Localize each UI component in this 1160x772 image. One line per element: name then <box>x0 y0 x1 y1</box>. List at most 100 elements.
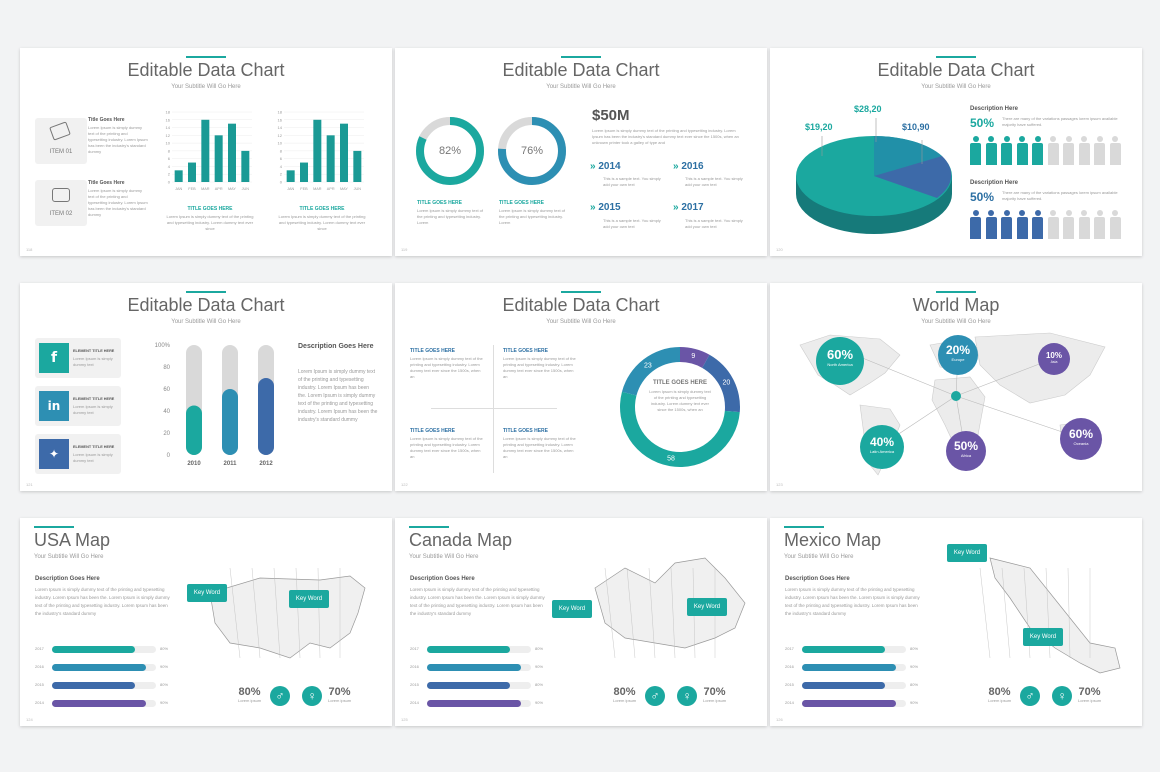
donut-segment-label: 58 <box>667 456 675 463</box>
donut-76 <box>498 117 566 185</box>
bar-year: 2015 <box>410 682 419 687</box>
slide-title: Editable Data Chart <box>502 295 660 315</box>
region-label: Africa <box>960 453 972 458</box>
x-tick-label: APR <box>327 187 335 191</box>
linkedin-icon: in <box>39 391 69 421</box>
donut-segment-label: 9 <box>691 353 695 360</box>
year-2015-text: This is a sample text. You simply add yo… <box>603 218 661 229</box>
slide-donuts[interactable]: Editable Data Chart Your Subtitle Will G… <box>395 48 767 256</box>
bar <box>174 170 183 182</box>
region-latin-america[interactable]: 40% Latin America <box>860 425 904 469</box>
bar <box>300 162 308 182</box>
desc1-text: There are many of the variations passage… <box>1002 116 1118 127</box>
title-accent <box>186 56 226 58</box>
region-value: 40% <box>869 435 895 449</box>
bar-fill <box>52 682 136 689</box>
title-accent <box>34 526 74 528</box>
female-person-icon: ♀ <box>302 686 322 706</box>
y-tick-label: 4 <box>280 164 283 169</box>
x-tick-label: MAY <box>340 187 348 191</box>
slide-quadrant-donut[interactable]: Editable Data Chart Your Subtitle Will G… <box>395 283 767 491</box>
region-label: Latin America <box>869 449 895 454</box>
donut2-text: Lorem Ipsum is simply dummy text of the … <box>499 208 566 225</box>
region-label: Europe <box>951 357 965 362</box>
slide-subtitle: Your Subtitle Will Go Here <box>921 319 991 325</box>
stat1: 80% Lorem ipsum <box>988 686 1011 704</box>
person-icon <box>985 136 997 166</box>
pill-bar-chart: 0 20 40 60 80 100% 2010 2011 2012 <box>155 343 274 467</box>
people-row-2 <box>970 210 1130 240</box>
region-value: 60% <box>826 347 854 362</box>
pie-slice-10 <box>874 156 952 198</box>
y-tick-label: 10 <box>278 141 283 146</box>
slide-canada-map[interactable]: Canada Map Your Subtitle Will Go Here De… <box>395 518 767 726</box>
region-africa[interactable]: 50% Africa <box>946 431 986 471</box>
pie-3d-chart <box>796 118 952 234</box>
social-title: ELEMENT TITLE HERE <box>73 445 115 449</box>
item2-label: ITEM 02 <box>49 211 73 217</box>
female-person-icon: ♀ <box>677 686 697 706</box>
slide-title: Editable Data Chart <box>502 60 660 80</box>
region-oceania[interactable]: 60% Oceania <box>1060 418 1102 460</box>
y-tick-label: 0 <box>168 180 171 185</box>
country-outline <box>989 557 1121 674</box>
male-person-icon: ♂ <box>645 686 665 706</box>
item2-title: Title Goes Here <box>88 180 125 186</box>
x-tick-label: MAY <box>228 187 236 191</box>
key-word-callout[interactable]: Key Word <box>552 600 592 618</box>
bar-year: 2017 <box>410 646 419 651</box>
region-border <box>229 567 241 659</box>
bar-value: 90% <box>160 700 169 705</box>
key-word-callout[interactable]: Key Word <box>187 584 227 602</box>
key-word-callout[interactable]: Key Word <box>687 598 727 616</box>
bar <box>201 119 210 182</box>
person-icon <box>1078 210 1090 240</box>
slide-subtitle: Your Subtitle Will Go Here <box>921 84 991 90</box>
social-title: ELEMENT TITLE HERE <box>73 397 115 401</box>
desc2-text: There are many of the variations passage… <box>1002 190 1118 201</box>
social-linkedin-box[interactable]: in ELEMENT TITLE HERE Lorem Ipsum is sim… <box>35 386 121 426</box>
key-word-callout[interactable]: Key Word <box>947 544 987 562</box>
region-value: 10% <box>1045 351 1062 360</box>
region-border <box>648 567 656 659</box>
bar-fill <box>52 646 136 653</box>
social-facebook-box[interactable]: f ELEMENT TITLE HERE Lorem Ipsum is simp… <box>35 338 121 378</box>
country-outline <box>209 575 366 659</box>
slide-world-map[interactable]: World Map Your Subtitle Will Go Here 60%… <box>770 283 1142 491</box>
key-word-callout[interactable]: Key Word <box>1023 628 1063 646</box>
desc-title: Description Goes Here <box>785 576 850 582</box>
stat2: 70% Lorem ipsum <box>1078 686 1101 704</box>
person-icon <box>1063 136 1074 166</box>
region-border <box>251 567 261 659</box>
social-text: Lorem Ipsum is simply dummy text <box>73 404 113 415</box>
slide-bar-charts[interactable]: Editable Data Chart Your Subtitle Will G… <box>20 48 392 256</box>
bar <box>186 405 202 455</box>
quad-divider-v <box>493 345 494 473</box>
bar-year: 2014 <box>35 700 44 705</box>
social-twitter-box[interactable]: ✦ ELEMENT TITLE HERE Lorem Ipsum is simp… <box>35 434 121 474</box>
x-tick-label: FEB <box>188 187 196 191</box>
slide-title: USA Map <box>34 530 111 550</box>
region-north-america[interactable]: 60% North America <box>816 337 864 385</box>
social-text: Lorem Ipsum is simply dummy text <box>73 452 113 463</box>
region-europe[interactable]: 20% Europe <box>938 335 978 375</box>
bar-year: 2017 <box>785 646 794 651</box>
bar-value: 90% <box>910 700 919 705</box>
stat2: 70% Lorem ipsum <box>328 686 351 704</box>
region-asia[interactable]: 10% Asia <box>1038 343 1070 375</box>
quad1-title: TITLE GOES HERE <box>410 348 456 354</box>
title-accent <box>936 56 976 58</box>
slide-usa-map[interactable]: USA Map Your Subtitle Will Go Here Descr… <box>20 518 392 726</box>
key-word-callout[interactable]: Key Word <box>289 590 329 608</box>
slide-social-bars[interactable]: Editable Data Chart Your Subtitle Will G… <box>20 283 392 491</box>
bar-value: 80% <box>910 682 919 687</box>
slide-mexico-map[interactable]: Mexico Map Your Subtitle Will Go Here De… <box>770 518 1142 726</box>
y-tick-label: 80 <box>163 365 170 371</box>
bar-fill <box>427 682 511 689</box>
person-icon <box>1001 136 1012 166</box>
donut-segment <box>702 354 740 413</box>
pie-slice-28 <box>874 135 942 176</box>
slide-3d-pie[interactable]: Editable Data Chart Your Subtitle Will G… <box>770 48 1142 256</box>
person-icon <box>1063 210 1074 240</box>
year-2015: » 2015 <box>590 202 621 213</box>
